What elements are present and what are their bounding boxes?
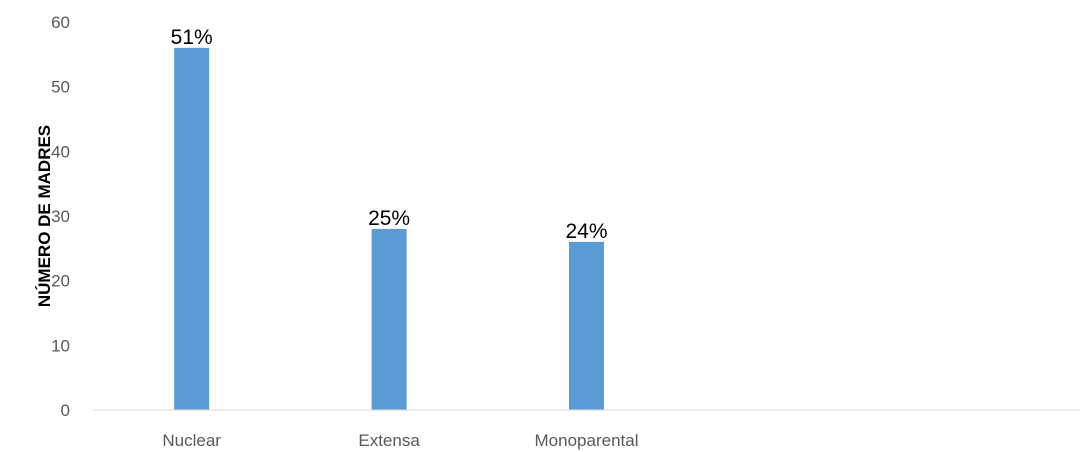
x-category-label: Nuclear [162,431,221,450]
bar [371,228,407,410]
x-category-label: Extensa [358,431,420,450]
y-tick-label: 40 [51,142,70,161]
x-category-label: Monoparental [535,431,639,450]
y-tick-label: 10 [51,336,70,355]
x-axis-labels: Nuclear Extensa Monoparental [162,431,638,450]
y-tick-label: 30 [51,207,70,226]
y-tick-label: 0 [61,401,70,420]
y-tick-label: 60 [51,13,70,32]
data-label: 51% [171,26,213,49]
data-label: 25% [368,207,410,230]
bar [174,47,210,410]
bars [174,47,604,410]
y-tick-label: 50 [51,78,70,97]
data-label: 24% [565,220,607,243]
y-axis-title: NÚMERO DE MADRES [35,125,54,307]
y-tick-label: 20 [51,272,70,291]
bar [569,241,604,410]
y-axis-ticks: 0 10 20 30 40 50 60 [51,13,70,420]
data-labels: 51% 25% 24% [171,26,608,243]
